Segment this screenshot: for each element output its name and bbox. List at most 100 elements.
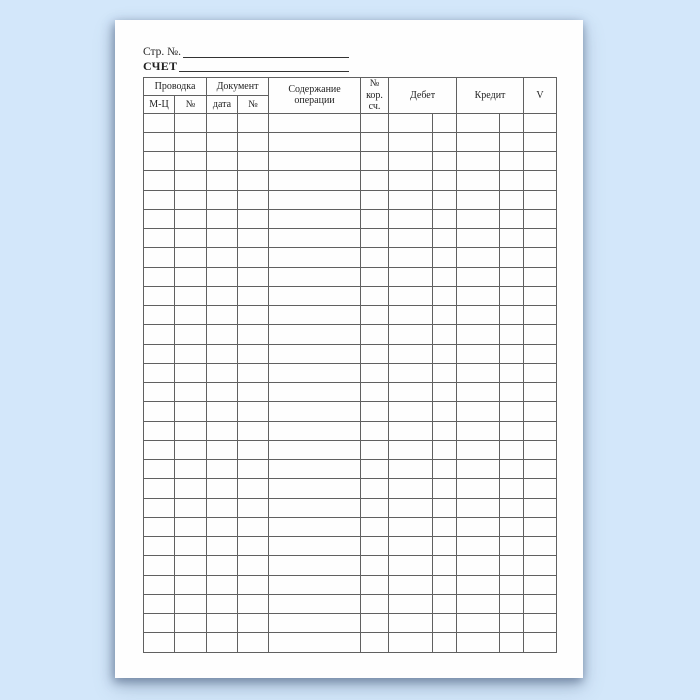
empty-cell	[173, 439, 208, 461]
empty-cell	[432, 131, 458, 153]
empty-cell	[523, 131, 558, 153]
empty-cell	[523, 497, 558, 518]
empty-cell	[523, 632, 558, 653]
empty-cell	[388, 420, 434, 441]
empty-cell	[499, 247, 525, 268]
empty-cell	[523, 381, 558, 403]
empty-cell	[268, 497, 362, 518]
empty-cell	[388, 324, 434, 345]
empty-cell	[173, 150, 208, 172]
empty-cell	[523, 112, 558, 133]
empty-cell	[143, 266, 175, 287]
empty-cell	[143, 574, 175, 595]
empty-cell	[143, 150, 175, 172]
empty-cell	[523, 285, 558, 307]
paper-sheet: Стр. №. СЧЕТ Проводка Документ Содержани…	[115, 20, 583, 678]
page-number-fill-line	[183, 45, 349, 58]
empty-cell	[206, 555, 239, 576]
empty-cell	[360, 227, 390, 249]
empty-cell	[523, 401, 558, 422]
empty-cell	[360, 208, 390, 230]
column-header-operation: Содержание операции	[268, 77, 362, 114]
empty-cell	[360, 343, 390, 364]
empty-cell	[268, 150, 362, 172]
empty-cell	[432, 285, 458, 307]
empty-cell	[499, 150, 525, 172]
empty-cell	[268, 285, 362, 307]
empty-cell	[499, 189, 525, 210]
empty-cell	[432, 478, 458, 499]
empty-cell	[360, 112, 390, 133]
page-number-field: Стр. №.	[143, 44, 349, 58]
empty-cell	[360, 285, 390, 307]
empty-cell	[268, 189, 362, 210]
empty-cell	[173, 420, 208, 441]
table-row	[143, 478, 558, 499]
empty-cell	[143, 112, 175, 133]
empty-cell	[173, 324, 208, 345]
column-header-debit: Дебет	[388, 77, 458, 114]
empty-cell	[268, 343, 362, 364]
empty-cell	[456, 304, 501, 326]
empty-cell	[360, 304, 390, 326]
empty-cell	[173, 555, 208, 576]
empty-cell	[499, 439, 525, 461]
empty-cell	[237, 266, 270, 287]
empty-cell	[388, 535, 434, 557]
table-row	[143, 285, 558, 307]
table-row	[143, 189, 558, 210]
empty-cell	[206, 324, 239, 345]
empty-cell	[456, 516, 501, 538]
table-row	[143, 227, 558, 249]
empty-cell	[143, 439, 175, 461]
empty-cell	[173, 632, 208, 653]
empty-cell	[523, 266, 558, 287]
empty-cell	[206, 285, 239, 307]
empty-cell	[388, 266, 434, 287]
empty-cell	[237, 170, 270, 191]
table-row	[143, 535, 558, 557]
column-header-provodka: Проводка	[142, 76, 208, 97]
table-row	[143, 208, 558, 230]
empty-cell	[360, 458, 390, 480]
empty-cell	[143, 632, 175, 653]
empty-cell	[143, 170, 175, 191]
empty-cell	[456, 401, 501, 422]
empty-cell	[206, 362, 239, 384]
empty-cell	[523, 478, 558, 499]
empty-cell	[206, 112, 239, 133]
empty-cell	[206, 266, 239, 287]
empty-cell	[206, 574, 239, 595]
empty-cell	[206, 304, 239, 326]
empty-cell	[523, 304, 558, 326]
empty-cell	[388, 612, 434, 634]
empty-cell	[432, 420, 458, 441]
empty-cell	[173, 612, 208, 634]
empty-cell	[143, 343, 175, 364]
empty-cell	[360, 362, 390, 384]
empty-cell	[388, 227, 434, 249]
empty-cell	[268, 247, 362, 268]
empty-cell	[206, 497, 239, 518]
empty-cell	[523, 208, 558, 230]
empty-cell	[523, 247, 558, 268]
table-row	[143, 266, 558, 287]
empty-cell	[206, 420, 239, 441]
empty-cell	[206, 401, 239, 422]
empty-cell	[268, 266, 362, 287]
empty-cell	[499, 131, 525, 153]
empty-cell	[360, 593, 390, 615]
table-row	[143, 247, 558, 268]
empty-cell	[360, 420, 390, 441]
column-header-month: М-Ц	[143, 95, 175, 114]
empty-cell	[237, 189, 270, 210]
empty-cell	[523, 362, 558, 384]
empty-cell	[237, 324, 270, 345]
empty-cell	[143, 401, 175, 422]
empty-cell	[456, 574, 501, 595]
empty-cell	[237, 131, 270, 153]
empty-cell	[432, 189, 458, 210]
empty-cell	[143, 593, 175, 615]
empty-cell	[143, 285, 175, 307]
table-row	[143, 497, 558, 518]
